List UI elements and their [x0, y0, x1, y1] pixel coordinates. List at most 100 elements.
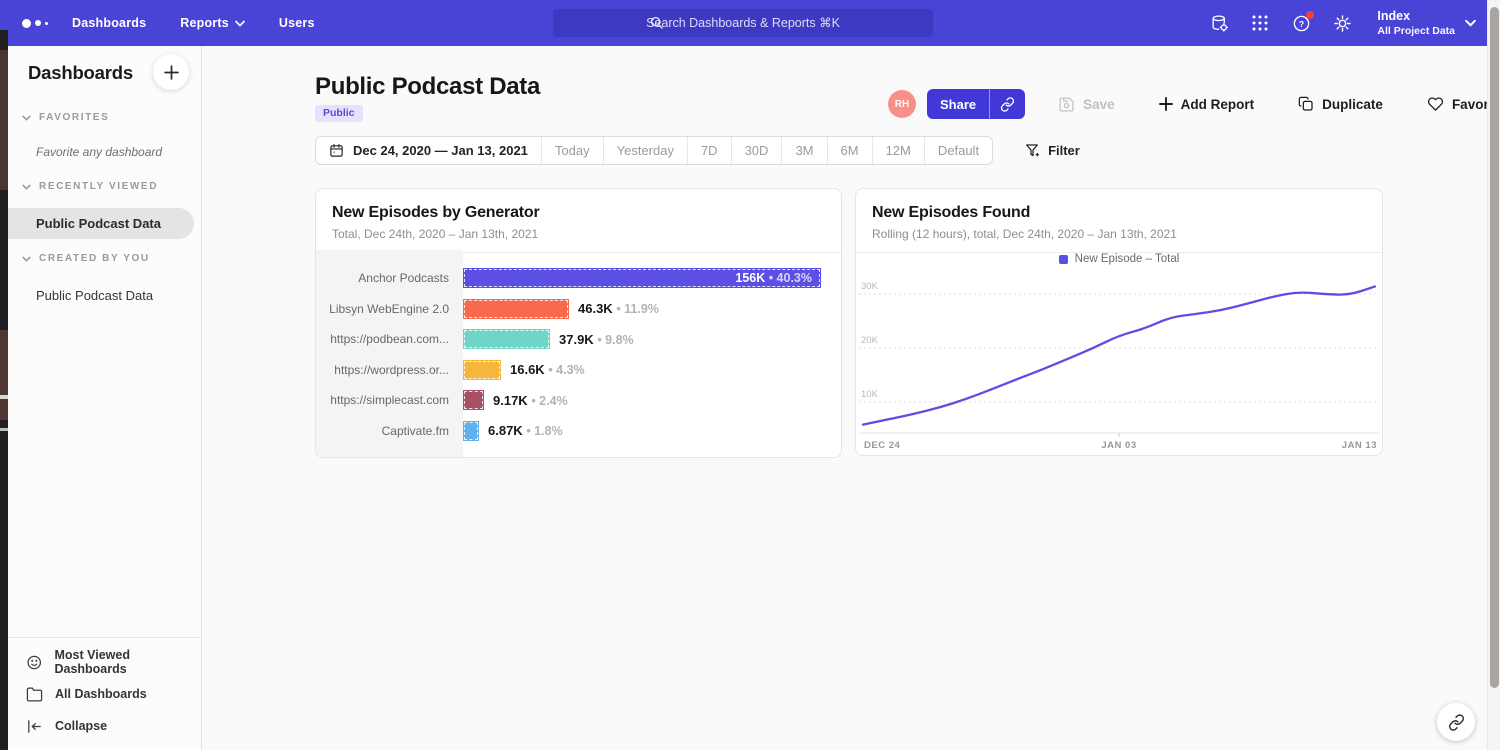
section-favorites-label: FAVORITES	[39, 112, 109, 123]
bar-row: https://wordpress.or...16.6K • 4.3%	[316, 355, 841, 386]
collapse-label: Collapse	[55, 719, 107, 733]
project-selector[interactable]: Index All Project Data	[1377, 9, 1476, 37]
preset-6m[interactable]: 6M	[827, 137, 872, 164]
chevron-down-icon	[1465, 19, 1476, 27]
bar-track: 6.87K • 1.8%	[463, 421, 841, 441]
section-favorites[interactable]: FAVORITES	[22, 112, 109, 123]
chevron-down-icon	[22, 256, 31, 262]
preset-label: 3M	[795, 143, 813, 158]
nav-dashboards[interactable]: Dashboards	[72, 16, 146, 30]
bar-row: Anchor Podcasts156K • 40.3%	[316, 263, 841, 294]
bar-category-label: https://wordpress.or...	[316, 363, 463, 377]
notification-dot	[1306, 11, 1314, 19]
nav-reports-label: Reports	[180, 16, 229, 30]
bar[interactable]	[463, 390, 484, 410]
chart-title: New Episodes by Generator	[332, 204, 825, 222]
bar-value-label: 6.87K • 1.8%	[488, 423, 563, 438]
chevron-down-icon	[22, 184, 31, 190]
bar[interactable]	[463, 421, 479, 441]
nav-reports[interactable]: Reports	[180, 16, 245, 30]
x-axis-tick-label: JAN 03	[1101, 440, 1136, 451]
most-viewed-dashboards-button[interactable]: Most Viewed Dashboards	[8, 646, 201, 678]
preset-default[interactable]: Default	[924, 137, 992, 164]
add-dashboard-button[interactable]	[153, 54, 189, 90]
preset-label: 7D	[701, 143, 718, 158]
calendar-icon	[329, 143, 344, 158]
date-range-group: Dec 24, 2020 — Jan 13, 2021 Today Yester…	[315, 136, 993, 165]
help-icon[interactable]: ?	[1291, 13, 1311, 33]
filter-label: Filter	[1048, 143, 1080, 158]
legend-swatch	[1059, 255, 1068, 264]
y-axis-tick-label: 10K	[861, 389, 879, 400]
collapse-icon	[26, 718, 43, 735]
filter-button[interactable]: Filter	[1024, 143, 1080, 159]
copy-link-floating-button[interactable]	[1437, 703, 1475, 741]
bar[interactable]	[463, 360, 501, 380]
duplicate-button[interactable]: Duplicate	[1298, 96, 1383, 112]
bar-category-label: Captivate.fm	[316, 424, 463, 438]
section-recently-viewed-label: RECENTLY VIEWED	[39, 181, 158, 192]
add-report-button[interactable]: Add Report	[1159, 97, 1255, 112]
preset-3m[interactable]: 3M	[781, 137, 826, 164]
bar-category-label: https://simplecast.com	[316, 393, 463, 407]
bar[interactable]	[463, 329, 550, 349]
y-axis-tick-label: 20K	[861, 335, 879, 346]
card-new-episodes-found: New Episodes Found Rolling (12 hours), t…	[855, 188, 1383, 456]
preset-label: Yesterday	[617, 143, 674, 158]
bar[interactable]	[463, 299, 569, 319]
sidebar-item-recent-dashboard[interactable]: Public Podcast Data	[8, 208, 194, 239]
add-report-label: Add Report	[1181, 97, 1255, 112]
most-viewed-label: Most Viewed Dashboards	[54, 648, 201, 676]
scrollbar-thumb[interactable]	[1490, 7, 1499, 688]
sidebar-item-created-dashboard[interactable]: Public Podcast Data	[8, 280, 194, 311]
save-icon	[1058, 96, 1075, 113]
nav-users[interactable]: Users	[279, 16, 315, 30]
folder-icon	[26, 686, 43, 703]
save-button[interactable]: Save	[1058, 96, 1115, 113]
chevron-down-icon	[235, 20, 245, 27]
all-dashboards-button[interactable]: All Dashboards	[8, 678, 201, 710]
preset-yesterday[interactable]: Yesterday	[603, 137, 687, 164]
data-sources-icon[interactable]	[1209, 13, 1229, 33]
app-logo-icon[interactable]	[22, 19, 48, 28]
search-input[interactable]	[553, 9, 933, 37]
bar-chart: Anchor Podcasts156K • 40.3%Libsyn WebEng…	[316, 250, 841, 457]
sidebar-title: Dashboards	[28, 62, 133, 84]
bar-value-label: 37.9K • 9.8%	[559, 332, 634, 347]
share-link-button[interactable]	[989, 89, 1025, 119]
sidebar-item-label: Public Podcast Data	[36, 216, 161, 231]
bar[interactable]: 156K • 40.3%	[463, 268, 821, 288]
line-chart[interactable]: 10K20K30KDEC 24JAN 03JAN 13	[859, 271, 1379, 453]
date-range-button[interactable]: Dec 24, 2020 — Jan 13, 2021	[316, 137, 541, 164]
card-header: New Episodes Found Rolling (12 hours), t…	[856, 189, 1382, 253]
nav-users-label: Users	[279, 16, 315, 30]
legend-label: New Episode – Total	[1075, 253, 1180, 265]
nav-dashboards-label: Dashboards	[72, 16, 146, 30]
share-button[interactable]: Share	[927, 89, 989, 119]
preset-12m[interactable]: 12M	[872, 137, 924, 164]
avatar[interactable]: RH	[888, 90, 916, 118]
sidebar: Dashboards FAVORITES Favorite any dashbo…	[8, 46, 202, 750]
date-toolbar: Dec 24, 2020 — Jan 13, 2021 Today Yester…	[315, 136, 1080, 165]
section-created-by-you[interactable]: CREATED BY YOU	[22, 253, 150, 264]
preset-7d[interactable]: 7D	[687, 137, 731, 164]
bar-category-label: https://podbean.com...	[316, 332, 463, 346]
public-badge: Public	[315, 105, 363, 122]
bar-track: 9.17K • 2.4%	[463, 390, 841, 410]
svg-text:?: ?	[1299, 18, 1304, 28]
section-recently-viewed[interactable]: RECENTLY VIEWED	[22, 181, 158, 192]
preset-30d[interactable]: 30D	[731, 137, 782, 164]
bar-row: Libsyn WebEngine 2.046.3K • 11.9%	[316, 294, 841, 325]
collapse-sidebar-button[interactable]: Collapse	[8, 710, 201, 742]
smiley-icon	[26, 654, 42, 671]
bar-chart-rows: Anchor Podcasts156K • 40.3%Libsyn WebEng…	[316, 250, 841, 457]
preset-today[interactable]: Today	[541, 137, 603, 164]
bar-track: 156K • 40.3%	[463, 268, 841, 288]
settings-gear-icon[interactable]	[1332, 13, 1352, 33]
favorites-empty-text: Favorite any dashboard	[36, 145, 162, 159]
apps-grid-icon[interactable]	[1250, 13, 1270, 33]
header-actions: RH Share Save Add Report Duplicate Favor…	[888, 89, 1500, 119]
card-header: New Episodes by Generator Total, Dec 24t…	[316, 189, 841, 253]
bar-row: https://podbean.com... 37.9K • 9.8%	[316, 324, 841, 355]
share-split-button: Share	[927, 89, 1025, 119]
